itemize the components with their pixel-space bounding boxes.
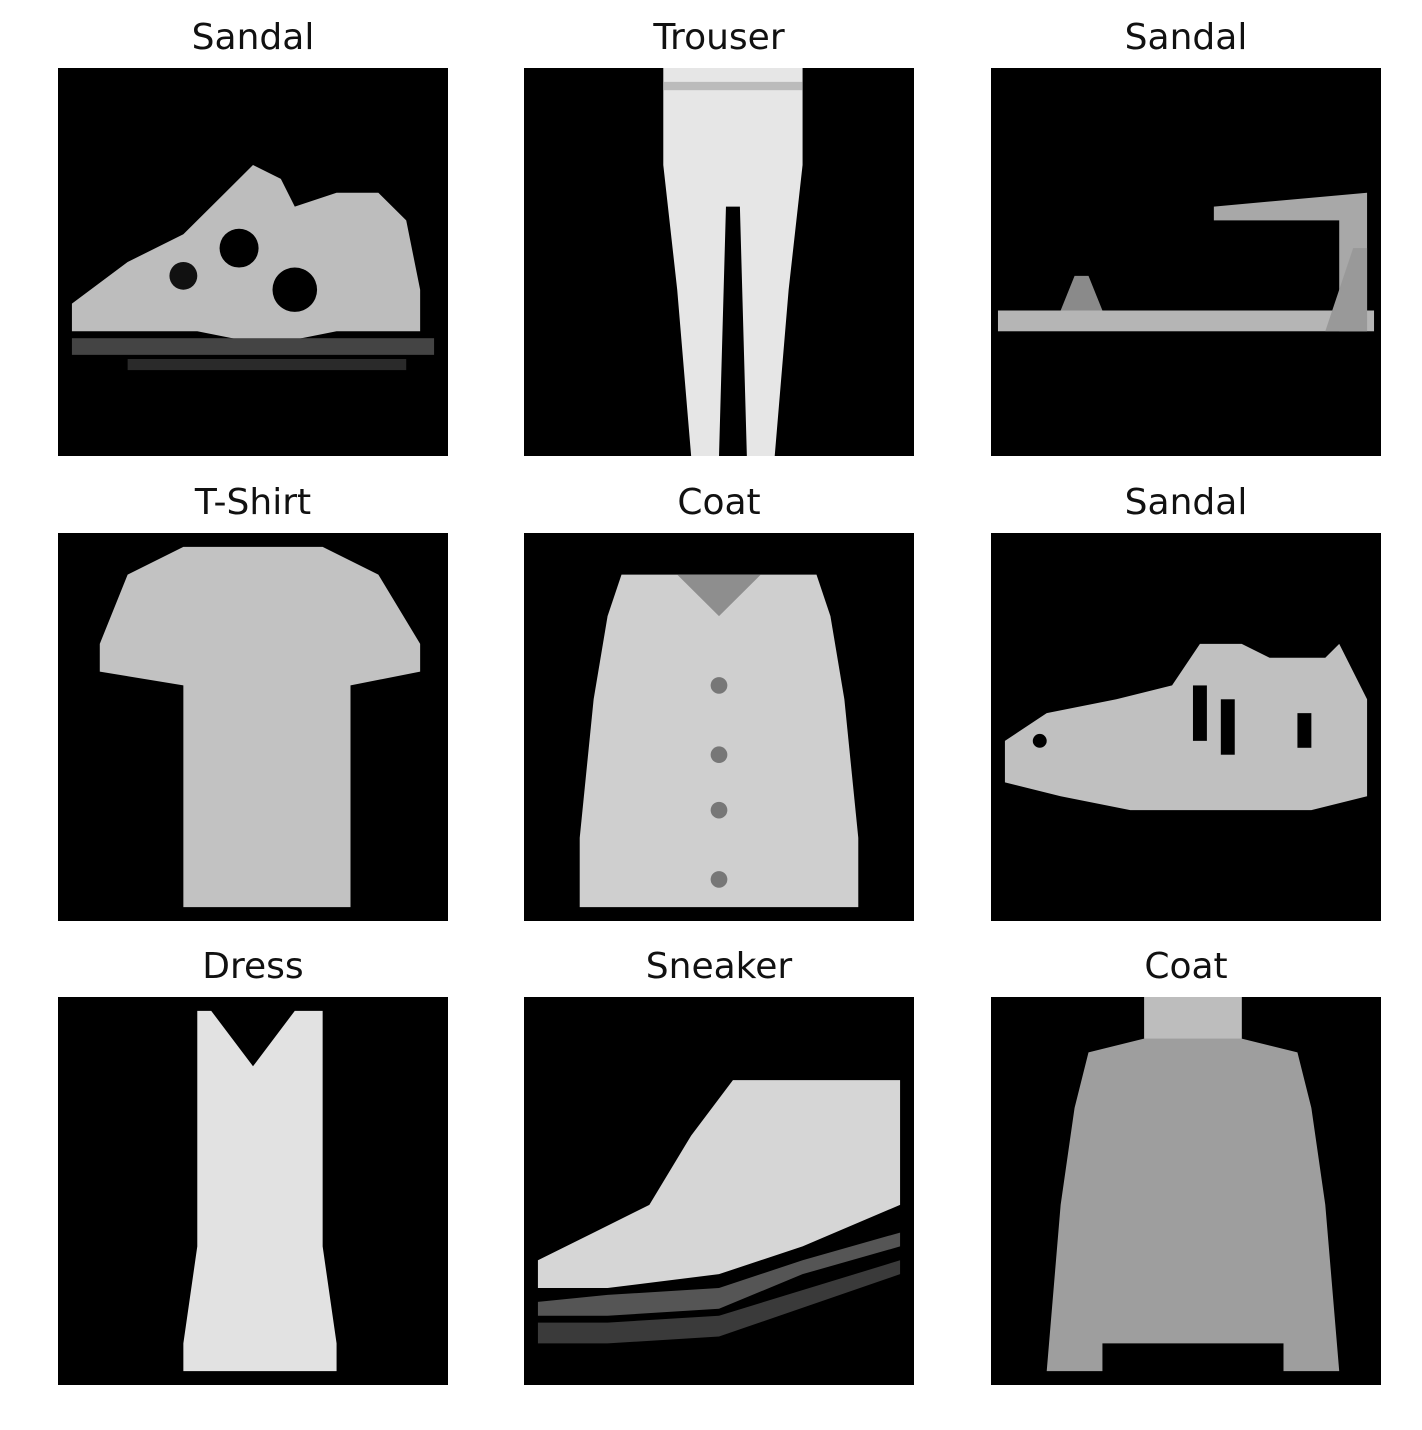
- image-label: Trouser: [653, 17, 785, 58]
- fashion-image-t-shirt: [58, 533, 448, 921]
- image-label: Sandal: [1124, 482, 1248, 523]
- fashion-image-sandal: [58, 68, 448, 456]
- fashion-image-sandal: [991, 68, 1381, 456]
- fashion-image-coat: [991, 997, 1381, 1385]
- image-label: T-Shirt: [194, 482, 312, 523]
- fashion-image-dress: [58, 997, 448, 1385]
- fashion-image-trouser: [524, 68, 914, 456]
- image-label: Dress: [202, 946, 304, 987]
- fashion-image-sandal: [991, 533, 1381, 921]
- fashion-image-sneaker: [524, 997, 914, 1385]
- image-label: Coat: [1144, 946, 1228, 987]
- fashion-image-coat: [524, 533, 914, 921]
- image-label: Sandal: [191, 17, 315, 58]
- image-label: Sandal: [1124, 17, 1248, 58]
- image-label: Sneaker: [645, 946, 793, 987]
- image-label: Coat: [677, 482, 761, 523]
